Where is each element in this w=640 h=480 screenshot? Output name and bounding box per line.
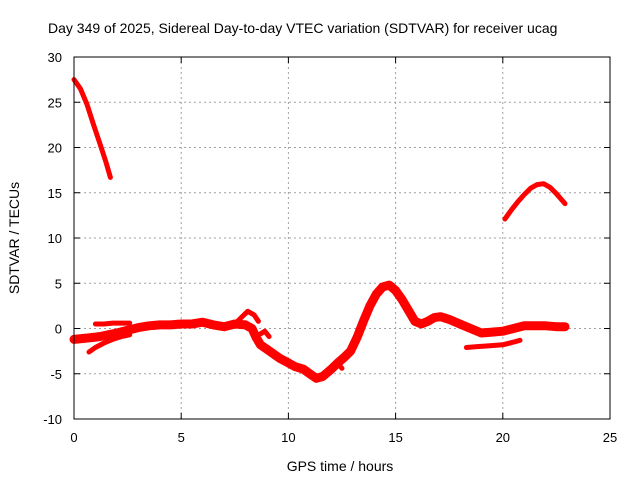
- axis-ticks: 0 5 10 15 20 25 -10 -5 0 5 10 15 20 25 30: [43, 50, 617, 445]
- y-axis-label: SDTVAR / TECUs: [6, 182, 22, 294]
- series-line-1: [71, 77, 113, 180]
- y-tick-label: 30: [48, 50, 62, 65]
- x-tick-label: 5: [178, 430, 185, 445]
- series-line-8: [463, 337, 523, 350]
- series-line-2: [69, 280, 570, 383]
- y-tick-label: 20: [48, 141, 62, 156]
- y-tick-label: 15: [48, 186, 62, 201]
- series-line-9: [502, 181, 568, 222]
- chart-title: Day 349 of 2025, Sidereal Day-to-day VTE…: [48, 20, 557, 36]
- y-tick-label: 10: [48, 231, 62, 246]
- x-axis-label: GPS time / hours: [287, 458, 394, 474]
- series-line-6: [258, 328, 272, 340]
- y-tick-label: 5: [55, 276, 62, 291]
- series-line-5: [232, 308, 261, 327]
- x-tick-label: 0: [70, 430, 77, 445]
- x-tick-label: 25: [603, 430, 617, 445]
- x-tick-label: 20: [496, 430, 510, 445]
- series-line-4: [92, 320, 133, 327]
- y-tick-label: -10: [43, 412, 62, 427]
- series-line-7: [328, 361, 345, 371]
- data-series: [69, 77, 570, 383]
- y-tick-label: -5: [50, 367, 62, 382]
- y-tick-label: 25: [48, 95, 62, 110]
- y-tick-label: 0: [55, 322, 62, 337]
- x-tick-label: 10: [281, 430, 295, 445]
- series-line-3: [86, 332, 133, 355]
- x-tick-label: 15: [388, 430, 402, 445]
